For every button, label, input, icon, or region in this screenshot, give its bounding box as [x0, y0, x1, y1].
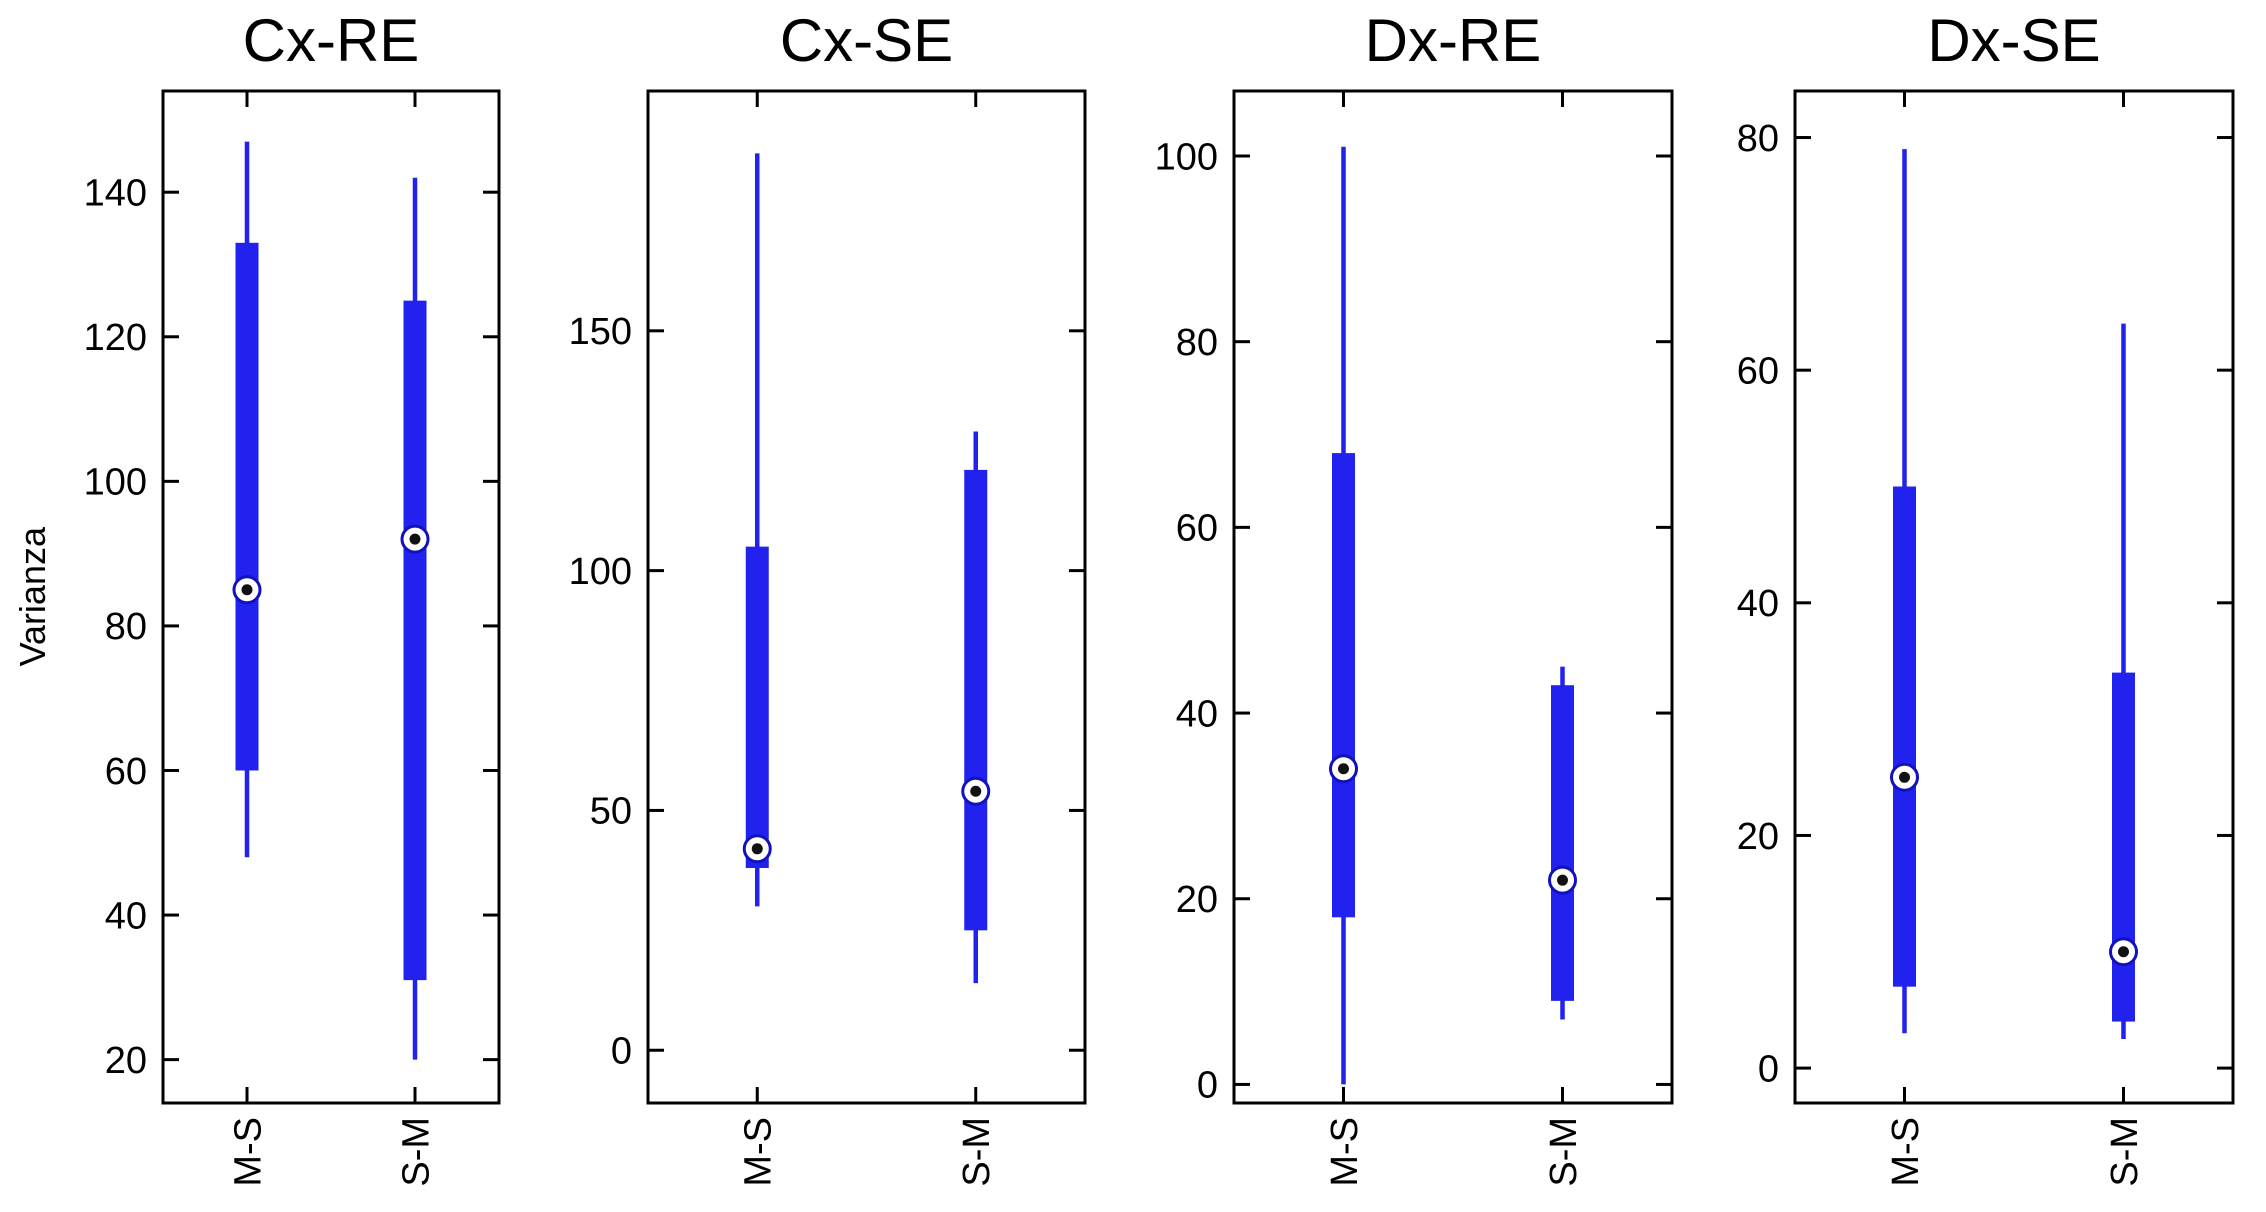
y-tick-label: 60 — [1176, 508, 1218, 550]
y-tick-label: 20 — [1176, 879, 1218, 921]
boxplot-panel-cx-se: 0 50 100 150 M-S S-M — [569, 89, 1087, 1187]
y-tick-label: 40 — [1176, 693, 1218, 735]
axis-frame — [646, 89, 1087, 1105]
median-marker-dot — [409, 533, 421, 545]
y-tick-label: 80 — [105, 606, 147, 648]
axis-frame — [1232, 89, 1674, 1105]
x-tick-label: S-M — [956, 1117, 998, 1187]
iqr-box — [403, 300, 427, 981]
iqr-box — [1893, 486, 1916, 987]
x-tick-label: M-S — [227, 1117, 269, 1187]
median-marker-dot — [1338, 763, 1349, 775]
y-tick-label: 20 — [105, 1040, 147, 1082]
x-tick-label: M-S — [1324, 1117, 1366, 1187]
y-tick-label: 20 — [1737, 816, 1779, 858]
y-tick-label: 0 — [611, 1031, 632, 1073]
boxplot-panel-dx-se: 0 20 40 60 80 M-S S-M — [1737, 89, 2235, 1187]
y-tick-label: 120 — [84, 317, 147, 359]
median-marker-dot — [970, 785, 982, 797]
median-marker-dot — [2118, 946, 2129, 958]
panel-title-dx-re: Dx-RE — [1364, 7, 1542, 74]
y-tick-label: 100 — [1155, 136, 1218, 178]
axis-frame — [161, 89, 501, 1105]
y-tick-label: 50 — [590, 791, 632, 833]
y-tick-label: 150 — [569, 311, 632, 353]
iqr-box — [964, 469, 988, 931]
iqr-box — [235, 242, 259, 771]
x-tick-label: S-M — [1543, 1117, 1585, 1187]
y-tick-label: 100 — [569, 551, 632, 593]
y-tick-label: 0 — [1758, 1048, 1779, 1090]
median-marker-dot — [751, 843, 763, 855]
x-tick-label: M-S — [1885, 1117, 1927, 1187]
y-tick-label: 140 — [84, 173, 147, 215]
y-tick-label: 0 — [1197, 1065, 1218, 1107]
iqr-box — [1332, 453, 1355, 918]
y-tick-label: 80 — [1737, 118, 1779, 160]
median-marker-dot — [1557, 874, 1568, 886]
y-axis-title-text: Varianza — [12, 527, 53, 667]
median-marker-dot — [241, 584, 253, 596]
boxplot-panel-cx-re: 20 40 60 80 100 120 140 M-S S-M — [84, 89, 501, 1187]
y-tick-label: 100 — [84, 462, 147, 504]
iqr-box — [745, 546, 769, 868]
boxplot-panel-dx-re: 0 20 40 60 80 100 M-S S-M — [1155, 89, 1674, 1187]
y-axis-title: Varianza — [10, 91, 56, 1103]
x-tick-label: S-M — [395, 1117, 437, 1187]
y-tick-label: 40 — [105, 895, 147, 937]
x-tick-label: S-M — [2104, 1117, 2146, 1187]
x-tick-label: M-S — [738, 1117, 780, 1187]
iqr-box — [2112, 672, 2135, 1022]
median-marker-dot — [1899, 771, 1910, 783]
axis-frame — [1793, 89, 2235, 1105]
panel-title-cx-re: Cx-RE — [242, 7, 420, 74]
y-tick-label: 60 — [105, 751, 147, 793]
panel-title-cx-se: Cx-SE — [779, 7, 954, 74]
panel-title-dx-se: Dx-SE — [1927, 7, 2101, 74]
iqr-box — [1551, 685, 1574, 1001]
y-tick-label: 40 — [1737, 583, 1779, 625]
y-tick-label: 60 — [1737, 350, 1779, 392]
y-tick-label: 80 — [1176, 322, 1218, 364]
